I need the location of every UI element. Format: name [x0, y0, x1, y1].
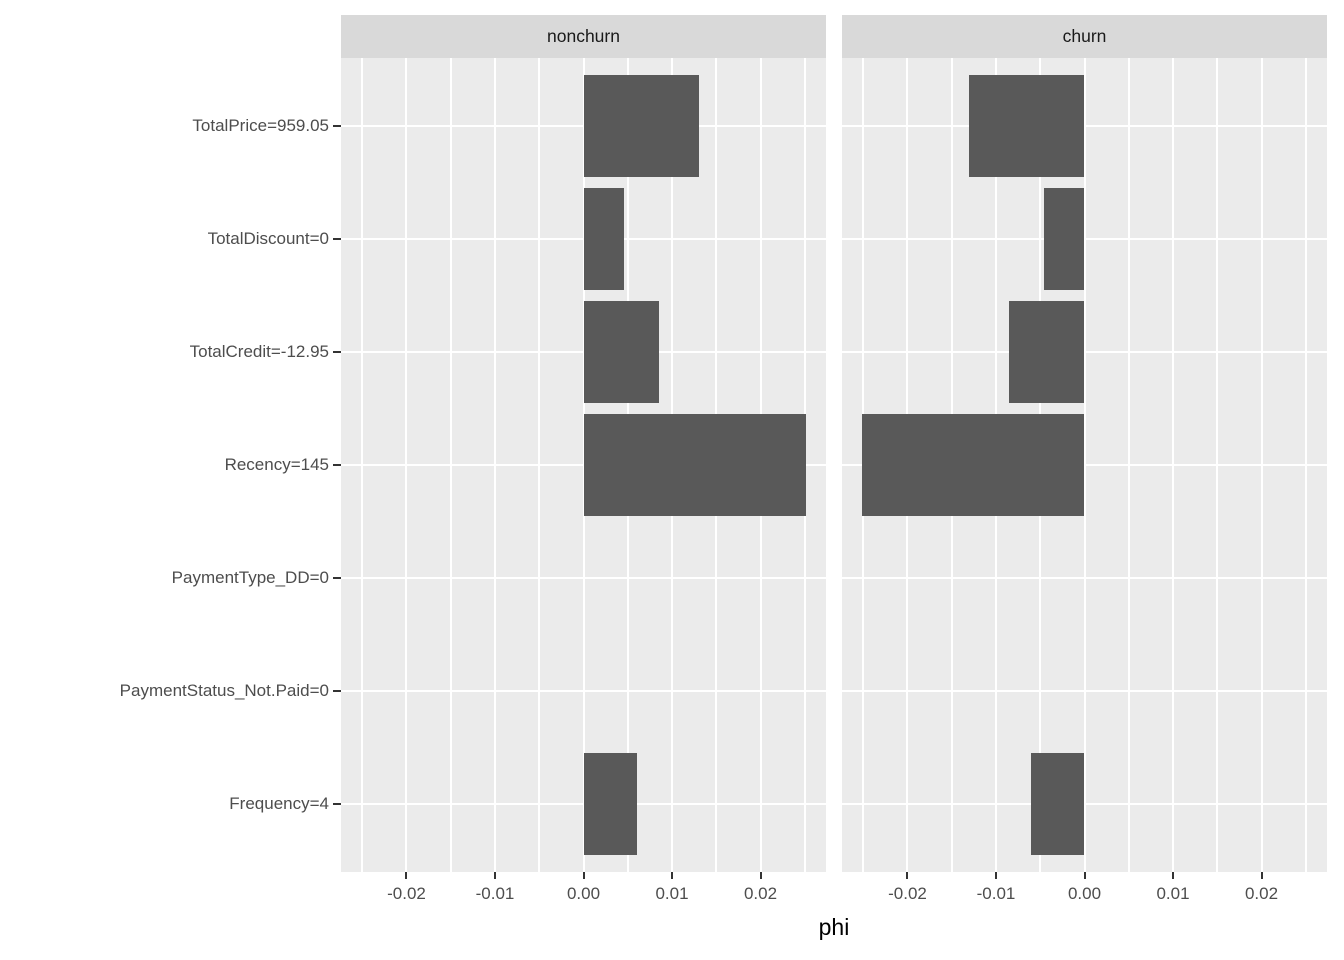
- bar: [968, 74, 1085, 177]
- y-tick-mark: [333, 577, 341, 580]
- y-tick-mark: [333, 350, 341, 353]
- major-gridline: [842, 577, 1327, 580]
- x-axis-label: 0.02: [1244, 884, 1279, 903]
- facet-panel-nonchurn: [341, 58, 826, 872]
- facet-panel-churn: [842, 58, 1327, 872]
- facet-strip-nonchurn: nonchurn: [341, 15, 826, 58]
- x-axis-label: -0.02: [888, 884, 927, 903]
- x-tick-mark: [582, 872, 585, 879]
- bar: [583, 301, 659, 403]
- major-gridline: [842, 237, 1327, 240]
- bar: [583, 188, 625, 290]
- x-axis-label: -0.01: [475, 884, 515, 903]
- x-tick-mark: [1083, 872, 1086, 879]
- bar: [1043, 188, 1085, 290]
- y-axis-label: Recency=145: [224, 455, 329, 474]
- x-tick-mark: [671, 872, 673, 879]
- y-tick-mark: [333, 803, 341, 806]
- bar: [583, 414, 806, 516]
- y-axis-label: PaymentStatus_Not.Paid=0: [119, 681, 329, 701]
- bar: [1009, 301, 1085, 403]
- x-tick-mark: [1172, 872, 1174, 879]
- x-axis-label: 0.01: [1156, 884, 1190, 903]
- x-axis-label: 0.00: [566, 884, 601, 903]
- major-gridline: [842, 690, 1327, 693]
- x-axis-label: 0.01: [655, 884, 689, 903]
- major-gridline: [842, 350, 1327, 353]
- x-tick-mark: [994, 872, 997, 879]
- x-axis-title: phi: [818, 914, 850, 940]
- y-tick-mark: [333, 464, 341, 466]
- y-tick-mark: [333, 690, 341, 693]
- x-axis-label: -0.01: [976, 884, 1016, 903]
- x-tick-mark: [493, 872, 496, 879]
- y-axis-label: TotalDiscount=0: [207, 228, 329, 248]
- y-tick-mark: [333, 237, 341, 240]
- major-gridline: [842, 464, 1327, 466]
- major-gridline: [341, 690, 826, 693]
- major-gridline: [842, 124, 1327, 127]
- major-gridline: [341, 577, 826, 580]
- x-tick-mark: [906, 872, 909, 879]
- bar: [583, 753, 637, 856]
- x-tick-mark: [405, 872, 408, 879]
- y-axis-label: Frequency=4: [229, 794, 329, 814]
- bar: [862, 414, 1085, 516]
- y-axis-label: TotalPrice=959.05: [192, 115, 329, 135]
- x-tick-mark: [1260, 872, 1263, 879]
- x-axis-label: -0.02: [387, 884, 426, 903]
- y-axis-label: PaymentType_DD=0: [171, 568, 329, 588]
- x-tick-mark: [759, 872, 762, 879]
- y-axis-label: TotalCredit=-12.95: [189, 341, 329, 361]
- x-axis-label: 0.00: [1067, 884, 1102, 903]
- facet-strip-churn: churn: [842, 15, 1327, 58]
- bar: [1031, 753, 1085, 856]
- facet-strip-label: nonchurn: [547, 25, 620, 46]
- facet-strip-label: churn: [1062, 25, 1107, 46]
- major-gridline: [842, 803, 1327, 806]
- x-axis-label: 0.02: [743, 884, 778, 903]
- y-tick-mark: [333, 124, 341, 127]
- bar: [583, 74, 700, 177]
